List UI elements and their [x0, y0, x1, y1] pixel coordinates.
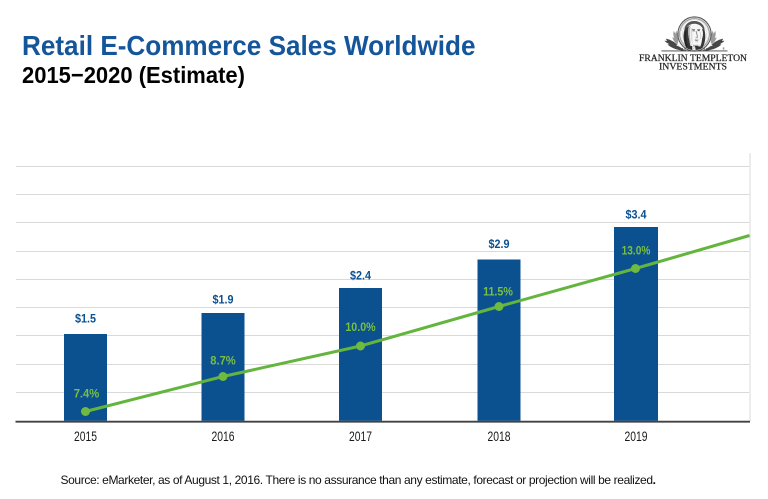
svg-text:$2.9: $2.9: [489, 237, 510, 251]
svg-text:$1.5: $1.5: [75, 312, 96, 326]
svg-text:13.0%: 13.0%: [622, 244, 651, 258]
svg-text:7.4%: 7.4%: [74, 387, 100, 401]
svg-text:$3.4: $3.4: [626, 208, 647, 222]
svg-text:2016: 2016: [212, 429, 235, 444]
svg-text:2018: 2018: [488, 429, 511, 444]
svg-text:®: ®: [722, 46, 725, 51]
svg-text:$1.9: $1.9: [213, 293, 234, 307]
svg-text:10.0%: 10.0%: [345, 320, 376, 334]
svg-text:INVESTMENTS: INVESTMENTS: [659, 61, 727, 71]
svg-text:$2.4: $2.4: [350, 269, 371, 283]
svg-text:2019: 2019: [625, 429, 648, 444]
svg-text:2017: 2017: [349, 429, 372, 444]
svg-text:2015: 2015: [74, 429, 97, 444]
svg-text:FRANKLIN TEMPLETON: FRANKLIN TEMPLETON: [639, 53, 748, 63]
svg-text:11.5%: 11.5%: [483, 285, 513, 299]
svg-text:8.7%: 8.7%: [210, 354, 236, 368]
